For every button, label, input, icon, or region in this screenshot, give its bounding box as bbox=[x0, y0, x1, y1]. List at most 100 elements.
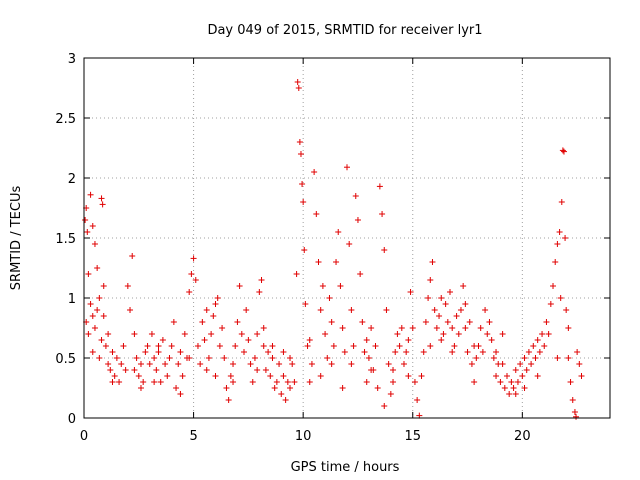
data-point bbox=[284, 379, 291, 385]
data-point bbox=[105, 361, 112, 367]
data-point bbox=[573, 413, 580, 420]
data-point bbox=[223, 385, 230, 391]
data-point bbox=[236, 283, 243, 289]
data-point bbox=[523, 367, 530, 373]
data-point bbox=[381, 247, 388, 253]
data-point bbox=[192, 277, 199, 283]
x-tick-label: 20 bbox=[514, 429, 531, 444]
data-point bbox=[304, 343, 311, 349]
data-point bbox=[473, 355, 480, 361]
data-point bbox=[532, 355, 539, 361]
data-point bbox=[109, 349, 116, 355]
data-point bbox=[501, 385, 508, 391]
data-point bbox=[374, 385, 381, 391]
data-point bbox=[210, 313, 217, 319]
data-point bbox=[227, 373, 234, 379]
data-point bbox=[479, 349, 486, 355]
data-point bbox=[425, 295, 432, 301]
data-point bbox=[186, 355, 193, 361]
data-point bbox=[365, 355, 372, 361]
data-point bbox=[422, 319, 429, 325]
data-point bbox=[339, 385, 346, 391]
data-point bbox=[574, 349, 581, 355]
data-point bbox=[151, 355, 158, 361]
data-point bbox=[260, 343, 267, 349]
data-point bbox=[232, 343, 239, 349]
data-point bbox=[414, 397, 421, 403]
data-point bbox=[359, 319, 366, 325]
data-point bbox=[96, 355, 103, 361]
data-point bbox=[249, 379, 256, 385]
data-point bbox=[127, 307, 134, 313]
x-tick-label: 0 bbox=[80, 429, 88, 444]
data-point bbox=[427, 277, 434, 283]
x-tick-label: 10 bbox=[295, 429, 312, 444]
data-point bbox=[499, 331, 506, 337]
data-point bbox=[89, 313, 96, 319]
data-point bbox=[510, 385, 517, 391]
data-point bbox=[350, 343, 357, 349]
data-point bbox=[269, 355, 276, 361]
data-point bbox=[565, 355, 572, 361]
data-point bbox=[576, 361, 583, 367]
y-tick-label: 1 bbox=[68, 292, 76, 307]
data-point bbox=[497, 379, 504, 385]
data-point bbox=[387, 391, 394, 397]
data-point bbox=[466, 319, 473, 325]
y-tick-label: 0 bbox=[68, 412, 76, 427]
data-point bbox=[482, 307, 489, 313]
data-point bbox=[394, 331, 401, 337]
data-point bbox=[177, 391, 184, 397]
data-point bbox=[328, 319, 335, 325]
data-point bbox=[503, 373, 510, 379]
data-point bbox=[567, 379, 574, 385]
data-point bbox=[354, 217, 361, 223]
data-point bbox=[372, 343, 379, 349]
data-point bbox=[460, 283, 467, 289]
data-point bbox=[131, 331, 138, 337]
data-point bbox=[254, 331, 261, 337]
x-axis-label: GPS time / hours bbox=[291, 460, 400, 475]
data-point bbox=[186, 289, 193, 295]
data-point bbox=[221, 355, 228, 361]
data-point bbox=[131, 367, 138, 373]
data-point bbox=[436, 313, 443, 319]
data-point bbox=[177, 349, 184, 355]
data-point bbox=[194, 343, 201, 349]
data-point bbox=[344, 164, 350, 171]
data-point bbox=[116, 379, 123, 385]
data-point bbox=[411, 379, 418, 385]
data-point bbox=[94, 307, 101, 313]
data-point bbox=[519, 373, 526, 379]
data-point bbox=[254, 367, 261, 373]
data-point bbox=[449, 349, 456, 355]
data-point bbox=[539, 331, 546, 337]
data-point bbox=[550, 283, 557, 289]
data-point bbox=[151, 379, 158, 385]
data-point bbox=[273, 379, 280, 385]
data-point bbox=[159, 337, 166, 343]
data-point bbox=[238, 331, 245, 337]
data-point bbox=[376, 183, 383, 190]
data-point bbox=[462, 301, 469, 307]
data-point bbox=[385, 361, 392, 367]
data-point bbox=[330, 343, 337, 349]
data-point bbox=[267, 373, 274, 379]
data-point bbox=[363, 379, 370, 385]
data-point bbox=[212, 301, 219, 307]
data-point bbox=[291, 379, 298, 385]
data-point bbox=[208, 331, 215, 337]
data-point bbox=[427, 343, 434, 349]
data-point bbox=[556, 229, 563, 235]
data-point bbox=[107, 367, 114, 373]
data-point bbox=[405, 373, 412, 379]
data-point bbox=[569, 397, 576, 403]
data-point bbox=[493, 349, 500, 355]
data-point bbox=[214, 295, 221, 301]
data-point bbox=[363, 337, 370, 343]
data-point bbox=[420, 349, 427, 355]
data-point bbox=[471, 379, 478, 385]
data-point bbox=[453, 313, 460, 319]
data-point bbox=[280, 349, 287, 355]
data-point bbox=[352, 193, 359, 199]
